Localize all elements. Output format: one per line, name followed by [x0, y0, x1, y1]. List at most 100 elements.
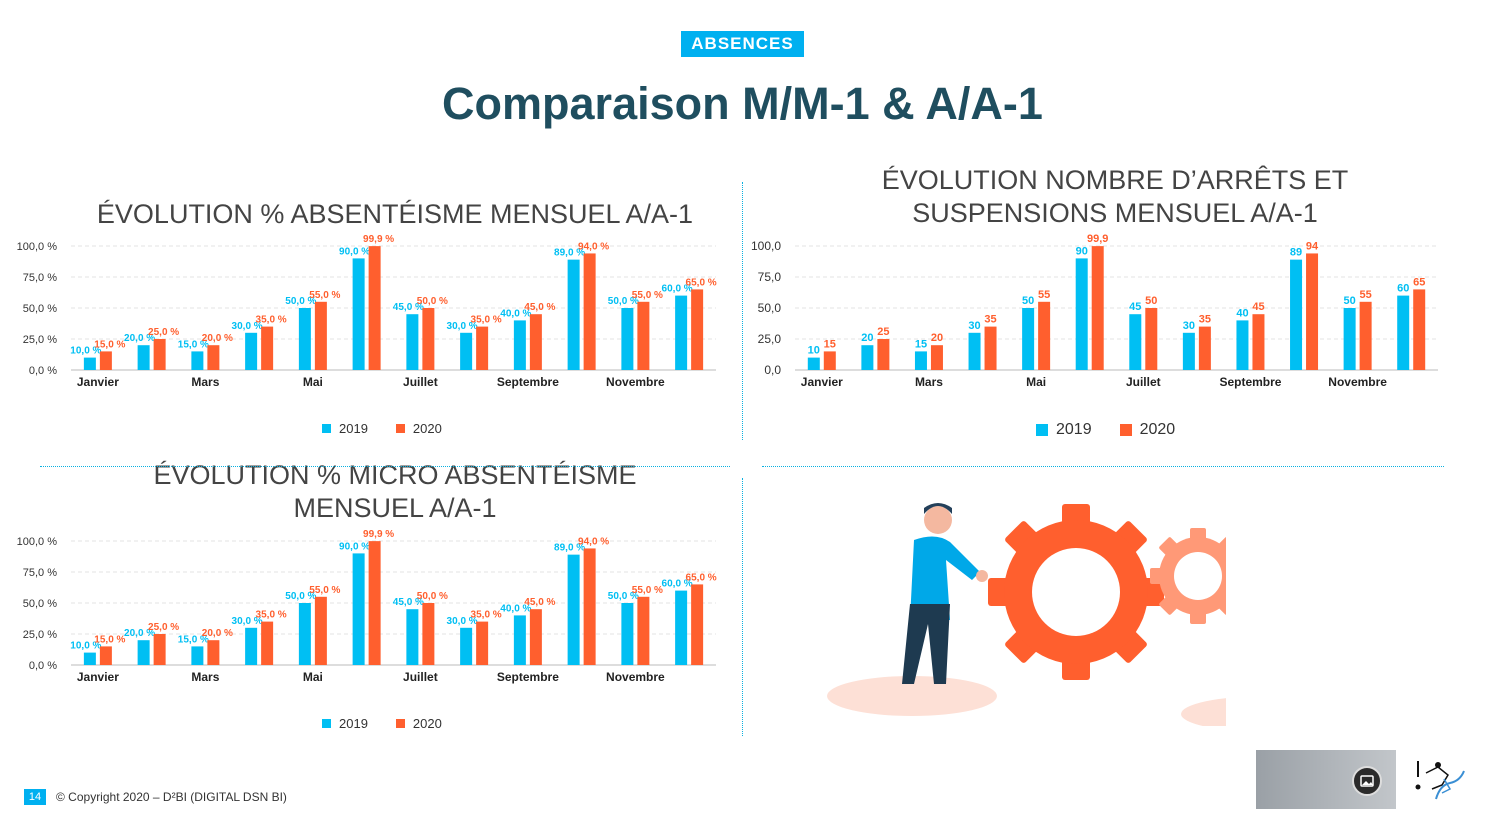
bar-2020 — [1252, 314, 1264, 370]
chart2-title-line2: SUSPENSIONS MENSUEL A/A-1 — [745, 197, 1485, 230]
bar-2019 — [568, 260, 580, 370]
x-tick-label: Janvier — [77, 375, 119, 389]
floor-shadow-right — [1181, 696, 1226, 726]
chart-stoppages-svg: 0,025,050,075,0100,01015Janvier20251520M… — [740, 230, 1485, 395]
chart-absenteeism-svg: 0,0 %25,0 %50,0 %75,0 %100,0 %10,0 %15,0… — [0, 230, 740, 395]
page-number: 14 — [24, 789, 46, 805]
legend-swatch-2019 — [322, 719, 331, 728]
bar-2019 — [460, 333, 472, 370]
data-label-2020: 94 — [1306, 240, 1319, 252]
bar-2019 — [138, 640, 150, 665]
bar-2020 — [1092, 246, 1104, 370]
bar-2020 — [369, 246, 381, 370]
bar-2019 — [191, 646, 203, 665]
man-figure — [902, 503, 988, 684]
bar-2020 — [154, 634, 166, 665]
data-label-2020: 35,0 % — [471, 315, 502, 326]
data-label-2020: 20,0 % — [202, 628, 233, 639]
data-label-2020: 65,0 % — [686, 277, 717, 288]
y-tick-label: 25,0 — [758, 332, 782, 346]
data-label-2020: 55,0 % — [309, 290, 340, 301]
bar-2019 — [969, 333, 981, 370]
bar-2019 — [1397, 296, 1409, 370]
bar-2020 — [315, 597, 327, 665]
company-logo — [1410, 755, 1470, 805]
bar-2019 — [621, 308, 633, 370]
large-gear-icon — [988, 504, 1164, 680]
bar-2019 — [514, 615, 526, 665]
bar-2020 — [584, 253, 596, 370]
data-label-2019: 90 — [1076, 245, 1088, 257]
chart2-title-line1: ÉVOLUTION NOMBRE D’ARRÊTS ET — [745, 164, 1485, 197]
image-icon[interactable] — [1352, 766, 1382, 796]
bar-2020 — [100, 646, 112, 665]
chart-absenteeism: 0,0 % 25,0 % 50,0 % 75,0 % 100,0 % 10,0 % 15,0… — [0, 230, 740, 395]
bar-2020 — [154, 339, 166, 370]
x-tick-label: Mars — [191, 375, 219, 389]
y-tick-label: 100,0 % — [17, 241, 58, 253]
y-tick-label: 0,0 — [764, 363, 781, 377]
data-label-2020: 55,0 % — [309, 585, 340, 596]
bar-2019 — [84, 653, 96, 665]
section-badge: ABSENCES — [681, 31, 804, 57]
y-tick-label: 75,0 % — [23, 567, 57, 579]
data-label-2020: 35,0 % — [256, 610, 287, 621]
legend-label-2019: 2019 — [339, 716, 368, 731]
y-tick-label: 75,0 — [758, 270, 782, 284]
x-tick-label: Juillet — [403, 670, 438, 684]
bar-2019 — [915, 351, 927, 370]
data-label-2020: 50 — [1145, 295, 1157, 307]
data-label-2019: 10 — [808, 345, 820, 357]
teamwork-gears-illustration — [826, 496, 1226, 726]
bar-2020 — [985, 327, 997, 370]
bar-2019 — [621, 603, 633, 665]
copyright-text: © Copyright 2020 – D²BI (DIGITAL DSN BI) — [56, 790, 287, 804]
bar-2020 — [1145, 308, 1157, 370]
legend-swatch-2019 — [322, 424, 331, 433]
bar-2019 — [245, 628, 257, 665]
legend-label-2020: 2020 — [413, 716, 442, 731]
y-tick-label: 50,0 % — [23, 598, 57, 610]
bar-2020 — [207, 640, 219, 665]
bar-2019 — [353, 258, 365, 370]
y-tick-label: 100,0 — [751, 239, 781, 253]
data-label-2020: 45 — [1252, 301, 1264, 313]
data-label-2019: 50 — [1022, 295, 1034, 307]
legend-item-2020: 2020 — [396, 421, 442, 436]
legend-item-2019: 2019 — [1036, 421, 1092, 439]
bar-2020 — [422, 308, 434, 370]
bar-2019 — [406, 314, 418, 370]
footer: 14 © Copyright 2020 – D²BI (DIGITAL DSN … — [24, 789, 287, 805]
media-placeholder[interactable] — [1256, 750, 1396, 809]
chart3-title-line1: ÉVOLUTION % MICRO ABSENTÉISME — [30, 459, 760, 492]
data-label-2020: 35 — [1199, 314, 1211, 326]
bar-2019 — [1236, 320, 1248, 370]
data-label-2019: 40 — [1236, 307, 1248, 319]
legend-item-2020: 2020 — [396, 716, 442, 731]
bar-2019 — [406, 609, 418, 665]
bar-2020 — [691, 584, 703, 665]
data-label-2020: 20,0 % — [202, 333, 233, 344]
data-label-2020: 55,0 % — [632, 290, 663, 301]
y-tick-label: 25,0 % — [23, 334, 57, 346]
bar-2019 — [84, 358, 96, 370]
bar-2020 — [824, 351, 836, 370]
x-tick-label: Mai — [303, 375, 323, 389]
x-tick-label: Juillet — [1126, 375, 1161, 389]
y-tick-label: 0,0 % — [29, 660, 57, 672]
x-tick-label: Septembre — [497, 375, 559, 389]
bar-2019 — [1290, 260, 1302, 370]
bar-2019 — [1076, 258, 1088, 370]
bar-2019 — [1022, 308, 1034, 370]
x-tick-label: Janvier — [77, 670, 119, 684]
data-label-2019: 90,0 % — [339, 541, 370, 552]
bar-2020 — [931, 345, 943, 370]
page-title: Comparaison M/M-1 & A/A-1 — [0, 78, 1485, 130]
chart-micro-absenteeism-svg: 0,0 %25,0 %50,0 %75,0 %100,0 %10,0 %15,0… — [0, 525, 740, 690]
bar-2020 — [476, 622, 488, 665]
bar-2020 — [100, 351, 112, 370]
divider-vertical-bottom — [742, 478, 743, 736]
bar-2020 — [1038, 302, 1050, 370]
data-label-2020: 35,0 % — [471, 610, 502, 621]
bar-2020 — [261, 622, 273, 665]
